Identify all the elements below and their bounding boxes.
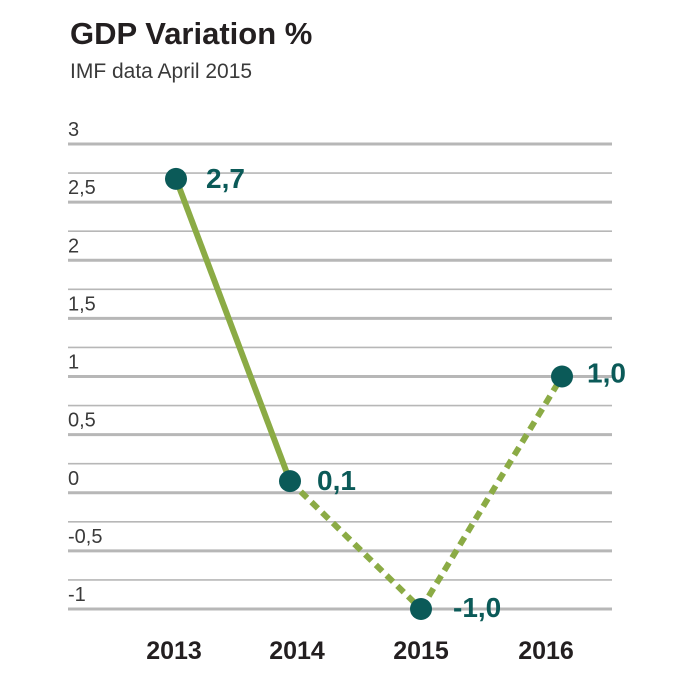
x-tick-label: 2015 [393,637,449,665]
series-line-segment [173,177,293,483]
data-label: 0,1 [317,465,356,496]
series-line-segment [287,478,424,612]
data-label: 2,7 [206,163,245,194]
x-tick-label: 2016 [518,637,574,665]
y-tick-label: -0,5 [68,526,102,548]
y-tick-label: 0,5 [68,410,96,432]
data-label: -1,0 [453,592,501,623]
y-tick-label: 1 [68,352,79,374]
data-point [410,598,432,620]
data-point [279,470,301,493]
data-point [551,365,573,388]
x-tick-label: 2014 [269,637,325,665]
y-tick-label: 0 [68,468,79,490]
y-tick-label: 3 [68,119,79,141]
y-tick-label: 1,5 [68,293,96,315]
data-label: 1,0 [587,358,626,389]
y-tick-label: 2 [68,235,79,257]
chart-subtitle: IMF data April 2015 [70,60,253,83]
y-tick-label: 2,5 [68,177,96,199]
data-point [165,167,187,190]
x-tick-label: 2013 [146,637,202,665]
y-tick-label: -1 [68,584,86,606]
chart-title: GDP Variation % [70,16,313,51]
series-line-segment [418,374,565,611]
